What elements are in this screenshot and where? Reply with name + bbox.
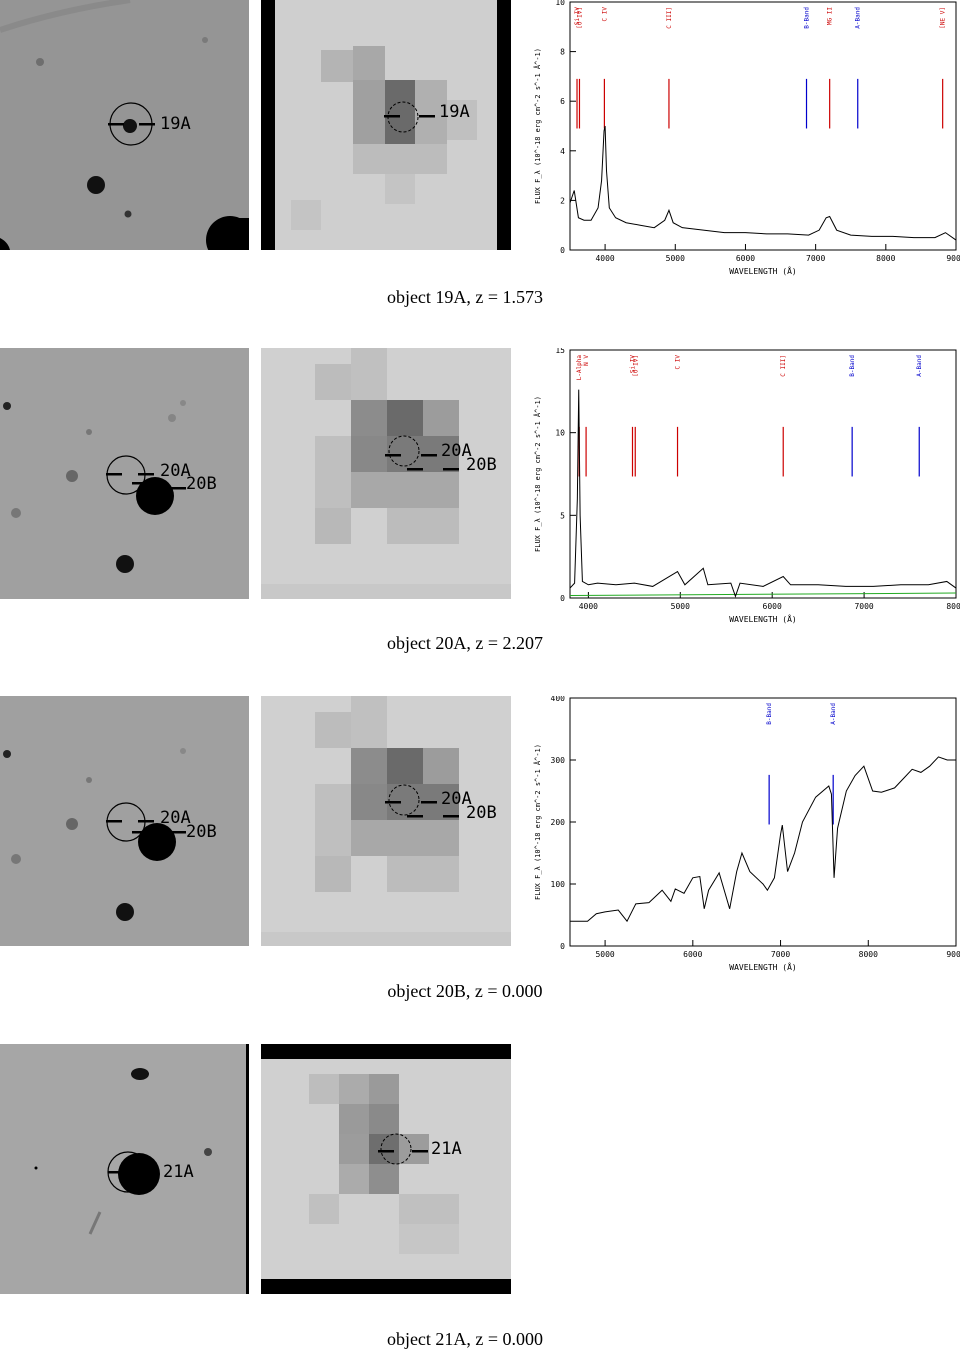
x-tick-label: 8000 bbox=[876, 254, 895, 263]
line-label: A-Band bbox=[830, 703, 837, 725]
object-label: 19A bbox=[439, 102, 470, 122]
line-label: C III] bbox=[780, 355, 787, 377]
object-label: 20B bbox=[186, 822, 217, 842]
y-tick-label: 0 bbox=[560, 246, 565, 255]
flux-series bbox=[569, 125, 957, 241]
y-axis-label: FLUX F_λ (10^-18 erg cm^-2 s^-1 Å^-1) bbox=[533, 48, 542, 204]
x-axis-label: WAVELENGTH (Å) bbox=[729, 961, 796, 972]
object-label: 20A bbox=[160, 808, 191, 828]
x-tick-label: 6000 bbox=[683, 950, 702, 959]
flux-series bbox=[570, 756, 956, 923]
y-tick-label: 6 bbox=[560, 97, 565, 106]
y-tick-label: 200 bbox=[551, 818, 566, 827]
line-label: MG II bbox=[827, 7, 834, 25]
x-tick-label: 8000 bbox=[859, 950, 878, 959]
y-tick-label: 5 bbox=[560, 511, 565, 520]
line-label: Si IV bbox=[574, 7, 581, 25]
line-label: [O IV] bbox=[576, 7, 583, 29]
x-tick-label: 7000 bbox=[771, 950, 790, 959]
plot-frame bbox=[569, 1, 957, 251]
x-axis-label: WAVELENGTH (Å) bbox=[729, 613, 796, 624]
object-label: 20A bbox=[441, 441, 472, 461]
y-tick-label: 0 bbox=[560, 942, 565, 951]
caption-21a: object 21A, z = 0.000 bbox=[386, 1329, 544, 1349]
line-label: N V bbox=[583, 355, 590, 366]
object-label: 19A bbox=[160, 114, 191, 134]
plot-frame bbox=[569, 349, 957, 599]
y-tick-label: 4 bbox=[560, 147, 565, 156]
object-label: 21A bbox=[163, 1162, 194, 1182]
y-axis-label: FLUX F_λ (10^-18 erg cm^-2 s^-1 Å^-1) bbox=[533, 744, 542, 900]
line-label: Si IV bbox=[629, 355, 636, 373]
finding-chart-20b: 20A 20B bbox=[0, 696, 249, 946]
plot-frame bbox=[569, 697, 957, 947]
x-tick-label: 4000 bbox=[595, 254, 614, 263]
line-label: A-Band bbox=[855, 7, 862, 29]
x-tick-label: 6000 bbox=[736, 254, 755, 263]
y-tick-label: 0 bbox=[560, 594, 565, 603]
x-axis-label: WAVELENGTH (Å) bbox=[729, 265, 796, 276]
line-label: B-Band bbox=[804, 7, 811, 29]
pixel-image-21a: 21A bbox=[261, 1044, 511, 1294]
line-label: [O IV] bbox=[632, 355, 639, 377]
x-tick-label: 5000 bbox=[595, 950, 614, 959]
x-tick-label: 5000 bbox=[666, 254, 685, 263]
y-tick-label: 10 bbox=[555, 429, 565, 438]
object-label: 20A bbox=[160, 461, 191, 481]
finding-chart-20a: 20A 20B bbox=[0, 348, 249, 599]
line-label: L-Alpha bbox=[576, 355, 583, 381]
line-label: C III] bbox=[666, 7, 673, 29]
y-tick-label: 2 bbox=[560, 196, 565, 205]
object-label: 20B bbox=[186, 474, 217, 494]
line-label: B-Band bbox=[849, 355, 856, 377]
caption-20b: object 20B, z = 0.000 bbox=[387, 981, 543, 1001]
object-label: 20B bbox=[466, 803, 497, 823]
pixel-image-19a: 19A bbox=[261, 0, 511, 250]
line-label: [NE V] bbox=[940, 7, 947, 29]
x-tick-label: 7000 bbox=[806, 254, 825, 263]
y-axis-label: FLUX F_λ (10^-18 erg cm^-2 s^-1 Å^-1) bbox=[533, 396, 542, 552]
x-tick-label: 8000 bbox=[946, 602, 960, 611]
y-tick-label: 400 bbox=[551, 696, 566, 703]
finding-chart-19a: 19A bbox=[0, 0, 249, 250]
y-tick-label: 300 bbox=[551, 756, 566, 765]
x-tick-label: 7000 bbox=[854, 602, 873, 611]
object-label: 20B bbox=[466, 455, 497, 475]
pixel-image-20b: 20A 20B bbox=[261, 696, 511, 946]
line-label: C IV bbox=[675, 355, 682, 370]
y-tick-label: 100 bbox=[551, 880, 566, 889]
line-label: B-Band bbox=[766, 703, 773, 725]
x-tick-label: 4000 bbox=[579, 602, 598, 611]
baseline-series bbox=[569, 592, 957, 597]
line-label: A-Band bbox=[916, 355, 923, 377]
object-label: 21A bbox=[431, 1139, 462, 1159]
x-tick-label: 5000 bbox=[671, 602, 690, 611]
pixel-image-20a: 20A 20B bbox=[261, 348, 511, 599]
caption-20a: object 20A, z = 2.207 bbox=[386, 633, 544, 653]
x-tick-label: 6000 bbox=[763, 602, 782, 611]
flux-series bbox=[569, 389, 957, 598]
line-label: C IV bbox=[601, 7, 608, 22]
spectrum-20a: 4000 5000 6000 7000 8000 0 5 10 15 WAVELENGTH (Å)… bbox=[520, 348, 960, 628]
finding-chart-21a: 21A bbox=[0, 1044, 249, 1294]
y-tick-label: 8 bbox=[560, 48, 565, 57]
y-tick-label: 15 bbox=[555, 348, 565, 355]
object-label: 20A bbox=[441, 789, 472, 809]
y-tick-label: 10 bbox=[555, 0, 565, 7]
caption-19a: object 19A, z = 1.573 bbox=[386, 287, 544, 307]
